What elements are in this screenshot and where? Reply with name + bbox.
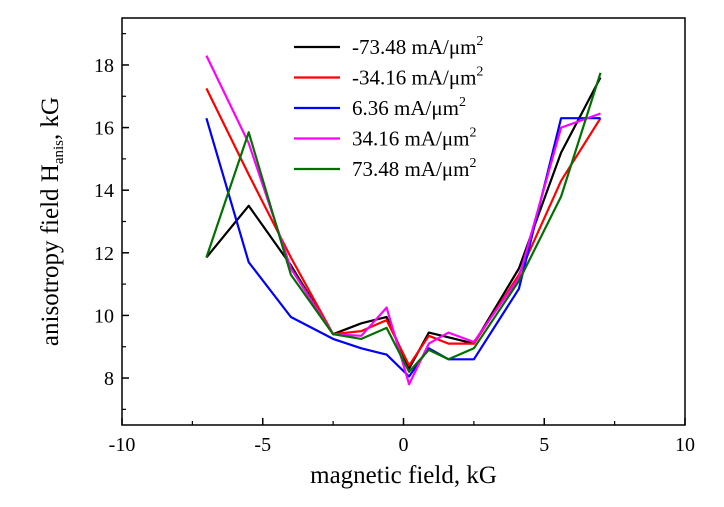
x-tick-label: -5 xyxy=(254,434,271,456)
legend-label: -34.16 mA/μm2 xyxy=(352,65,483,90)
legend-label-superscript: 2 xyxy=(476,65,483,80)
legend-label: 34.16 mA/μm2 xyxy=(352,126,476,151)
x-tick-label: 10 xyxy=(675,434,695,456)
series-line xyxy=(205,72,602,373)
series-line xyxy=(205,55,601,386)
y-tick-label: 10 xyxy=(94,305,114,327)
legend-label-superscript: 2 xyxy=(476,34,483,49)
legend-label-text: 6.36 mA/μm xyxy=(352,96,459,120)
x-axis-title: magnetic field, kG xyxy=(310,462,497,489)
plot-lines xyxy=(205,55,602,386)
y-tick-label: 8 xyxy=(104,368,114,390)
x-tick-label: -10 xyxy=(109,434,136,456)
x-tick-label: 0 xyxy=(399,434,409,456)
y-axis-title-subscript: anis xyxy=(51,140,67,164)
legend-label-superscript: 2 xyxy=(469,126,476,141)
legend-label-text: 34.16 mA/μm xyxy=(352,127,469,151)
y-tick-label: 14 xyxy=(94,180,114,202)
y-tick-label: 18 xyxy=(94,55,114,77)
legend-label-text: 73.48 mA/μm xyxy=(352,157,469,181)
y-axis-title: anisotropy field Hanis, kG xyxy=(37,97,67,346)
y-axis-title-main: anisotropy field H xyxy=(37,164,64,346)
legend-label-text: -73.48 mA/μm xyxy=(352,35,476,59)
y-tick-label: 16 xyxy=(94,118,114,140)
y-axis-title-tail: , kG xyxy=(37,97,64,140)
x-axis: -10 -5 0 5 10 xyxy=(109,418,695,456)
y-axis: 8 10 12 14 16 18 xyxy=(94,33,129,410)
legend-label-superscript: 2 xyxy=(469,156,476,171)
x-tick-label: 5 xyxy=(539,434,549,456)
legend-label-superscript: 2 xyxy=(459,95,466,110)
legend-label: 6.36 mA/μm2 xyxy=(352,95,466,120)
legend-label: 73.48 mA/μm2 xyxy=(352,156,476,181)
y-tick-label: 12 xyxy=(94,243,114,265)
series-line xyxy=(205,117,601,378)
legend-label: -73.48 mA/μm2 xyxy=(352,34,483,59)
legend-label-text: -34.16 mA/μm xyxy=(352,66,476,90)
